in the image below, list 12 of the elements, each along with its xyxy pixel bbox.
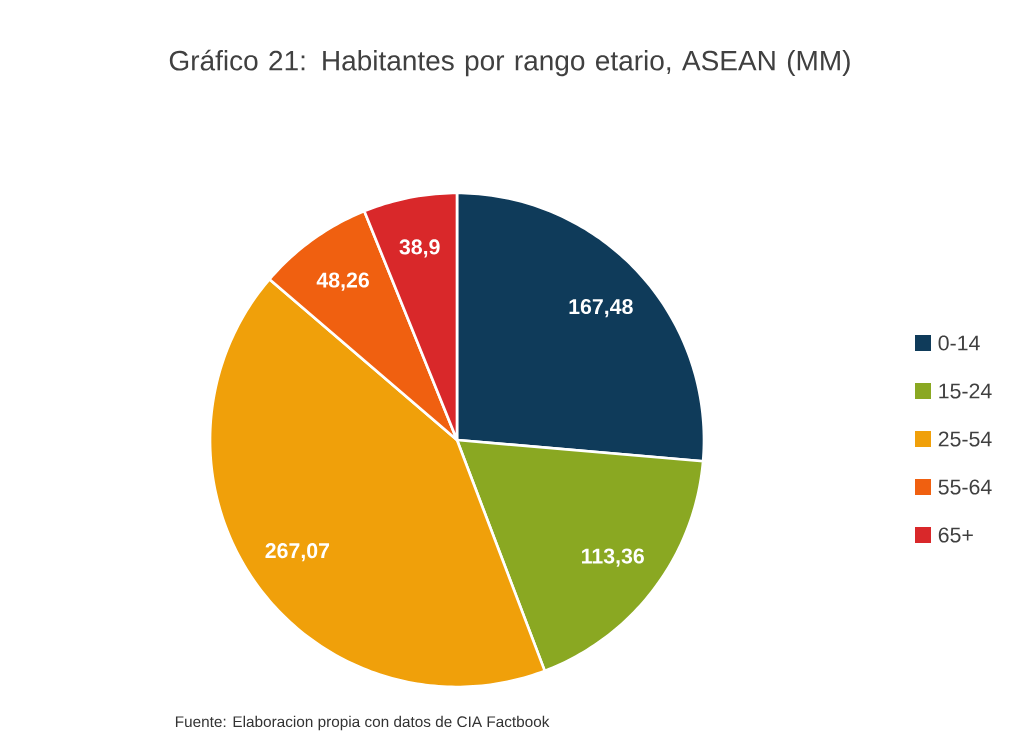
source-note: Fuente: Elaboracion propia con datos de CIA Factbook — [175, 715, 550, 731]
data-label: 38,9 — [399, 239, 440, 258]
legend-label: 25-54 — [938, 431, 992, 447]
data-label: 267,07 — [265, 543, 330, 562]
legend-label: 65+ — [938, 527, 973, 543]
legend-label: 55-64 — [938, 479, 992, 495]
data-label: 167,48 — [569, 299, 633, 318]
data-label: 113,36 — [582, 548, 644, 567]
legend-label: 15-24 — [939, 383, 992, 399]
chart-title: Gráfico 21: Habitantes por rango etario, ASEAN (MM) — [169, 49, 850, 77]
legend-label: 0-14 — [938, 335, 980, 351]
data-label: 48,26 — [316, 272, 369, 291]
